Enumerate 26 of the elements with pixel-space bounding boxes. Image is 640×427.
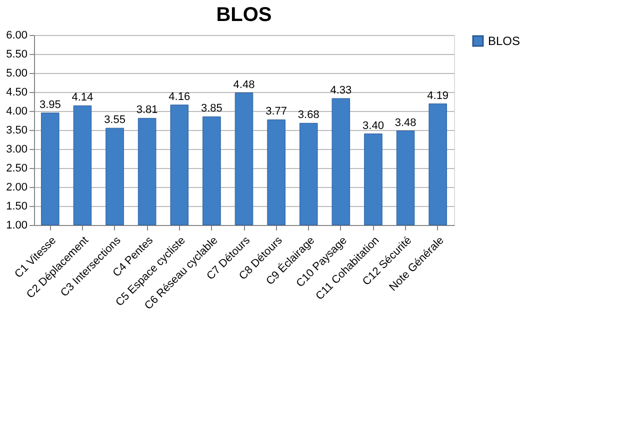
data-label: 4.48 [233,78,255,91]
y-tick-label: 3.50 [6,124,28,136]
data-label: 3.68 [298,109,320,122]
data-label: 3.40 [362,120,384,132]
y-tick-label: 1.50 [6,200,28,212]
data-label: 4.33 [330,84,352,96]
y-tick-label: 4.50 [6,86,28,98]
chart-title: BLOS [216,4,272,26]
data-label: 3.81 [136,104,158,116]
data-label: 4.16 [168,90,190,103]
y-tick-label: 5.50 [6,48,28,60]
y-tick-label: 3.00 [6,144,28,156]
data-label: 3.85 [200,102,222,115]
legend-label: BLOS [488,34,520,48]
data-label: 3.48 [394,116,416,129]
y-tick-label: 1.00 [6,220,28,232]
data-label: 4.19 [427,90,449,102]
data-label: 4.14 [72,92,94,104]
y-tick-label: 4.00 [6,106,28,118]
y-tick-label: 5.00 [6,68,28,80]
data-label: 3.95 [39,98,61,111]
y-tick-label: 2.00 [6,182,28,194]
y-tick-label: 6.00 [6,30,28,42]
data-label: 3.55 [104,114,126,126]
y-tick-label: 2.50 [6,162,28,174]
data-label: 3.77 [266,106,288,118]
